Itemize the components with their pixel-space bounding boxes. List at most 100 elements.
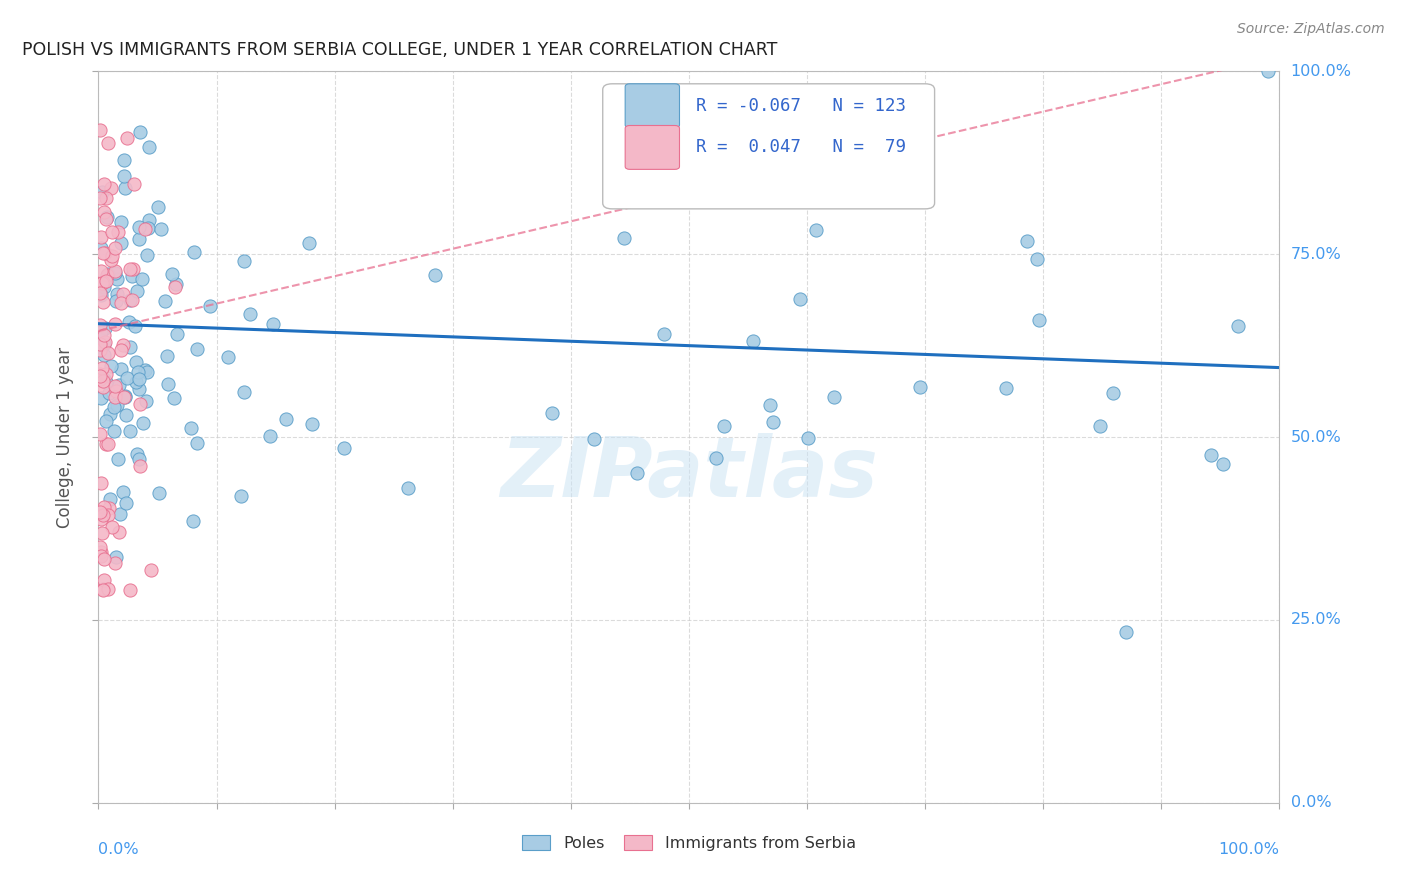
- Point: [1199, 448, 1222, 462]
- Point: [115, 408, 138, 422]
- Point: [100, 253, 122, 268]
- Point: [110, 215, 132, 229]
- Point: [259, 429, 281, 443]
- FancyBboxPatch shape: [603, 84, 935, 209]
- Point: [93, 380, 115, 394]
- Text: POLISH VS IMMIGRANTS FROM SERBIA COLLEGE, UNDER 1 YEAR CORRELATION CHART: POLISH VS IMMIGRANTS FROM SERBIA COLLEGE…: [21, 41, 778, 59]
- Point: [89, 336, 111, 351]
- Point: [759, 398, 782, 412]
- Point: [93, 294, 115, 309]
- Point: [96, 268, 118, 282]
- Point: [94, 367, 117, 381]
- Point: [89, 368, 111, 383]
- Point: [146, 200, 169, 214]
- Point: [98, 407, 121, 421]
- Point: [89, 372, 111, 386]
- Point: [121, 293, 143, 307]
- Point: [112, 484, 135, 499]
- Point: [89, 123, 111, 137]
- Point: [93, 573, 115, 587]
- Legend: Poles, Immigrants from Serbia: Poles, Immigrants from Serbia: [515, 828, 863, 857]
- Point: [238, 307, 260, 321]
- Point: [90, 287, 112, 301]
- Point: [540, 406, 562, 420]
- Point: [153, 293, 176, 308]
- Point: [97, 346, 120, 360]
- Point: [89, 426, 111, 441]
- Point: [94, 320, 117, 334]
- Point: [90, 476, 112, 491]
- Point: [90, 241, 112, 255]
- Point: [704, 450, 727, 465]
- Point: [104, 267, 127, 281]
- Point: [396, 481, 419, 495]
- FancyBboxPatch shape: [626, 84, 679, 128]
- Point: [107, 225, 129, 239]
- Point: [233, 385, 256, 400]
- Point: [89, 229, 111, 244]
- Point: [93, 372, 115, 386]
- Point: [93, 178, 115, 192]
- Point: [1028, 312, 1050, 326]
- Point: [89, 318, 111, 332]
- Point: [110, 343, 132, 357]
- Point: [104, 549, 127, 564]
- Point: [111, 286, 134, 301]
- Point: [90, 325, 112, 339]
- Point: [107, 452, 129, 467]
- Point: [129, 397, 152, 411]
- Point: [104, 318, 127, 332]
- Text: Source: ZipAtlas.com: Source: ZipAtlas.com: [1237, 22, 1385, 37]
- Point: [90, 277, 112, 291]
- Point: [136, 366, 159, 380]
- Point: [165, 277, 187, 292]
- Point: [105, 272, 128, 286]
- FancyBboxPatch shape: [626, 126, 679, 169]
- Point: [183, 514, 205, 528]
- Point: [93, 205, 115, 219]
- Point: [134, 221, 156, 235]
- Point: [91, 508, 114, 523]
- Point: [129, 459, 152, 474]
- Point: [233, 253, 256, 268]
- Point: [118, 293, 141, 307]
- Point: [1226, 319, 1249, 334]
- Point: [97, 508, 120, 523]
- Point: [128, 383, 150, 397]
- Point: [110, 507, 132, 521]
- Point: [93, 275, 115, 289]
- Point: [180, 421, 202, 435]
- Point: [148, 486, 170, 500]
- Point: [122, 262, 145, 277]
- Point: [166, 326, 188, 341]
- Point: [124, 177, 146, 191]
- Point: [1212, 458, 1234, 472]
- Point: [112, 153, 135, 168]
- Text: ZIPatlas: ZIPatlas: [501, 434, 877, 514]
- Point: [762, 415, 785, 429]
- Point: [100, 520, 122, 534]
- Text: R = -0.067   N = 123: R = -0.067 N = 123: [696, 96, 905, 115]
- Point: [128, 372, 150, 386]
- Point: [583, 432, 606, 446]
- Point: [1257, 64, 1279, 78]
- Point: [115, 495, 138, 509]
- Point: [301, 417, 323, 431]
- Point: [789, 293, 811, 307]
- Text: 75.0%: 75.0%: [1291, 247, 1341, 261]
- Point: [97, 136, 120, 150]
- Point: [613, 231, 636, 245]
- Point: [806, 223, 828, 237]
- Point: [104, 241, 127, 255]
- Point: [114, 390, 136, 404]
- Point: [90, 545, 112, 559]
- Point: [91, 582, 114, 597]
- Point: [823, 390, 845, 404]
- Point: [93, 279, 115, 293]
- Point: [139, 563, 162, 577]
- Point: [94, 190, 117, 204]
- Point: [713, 418, 735, 433]
- Point: [652, 326, 675, 341]
- Point: [131, 272, 153, 286]
- Point: [138, 212, 160, 227]
